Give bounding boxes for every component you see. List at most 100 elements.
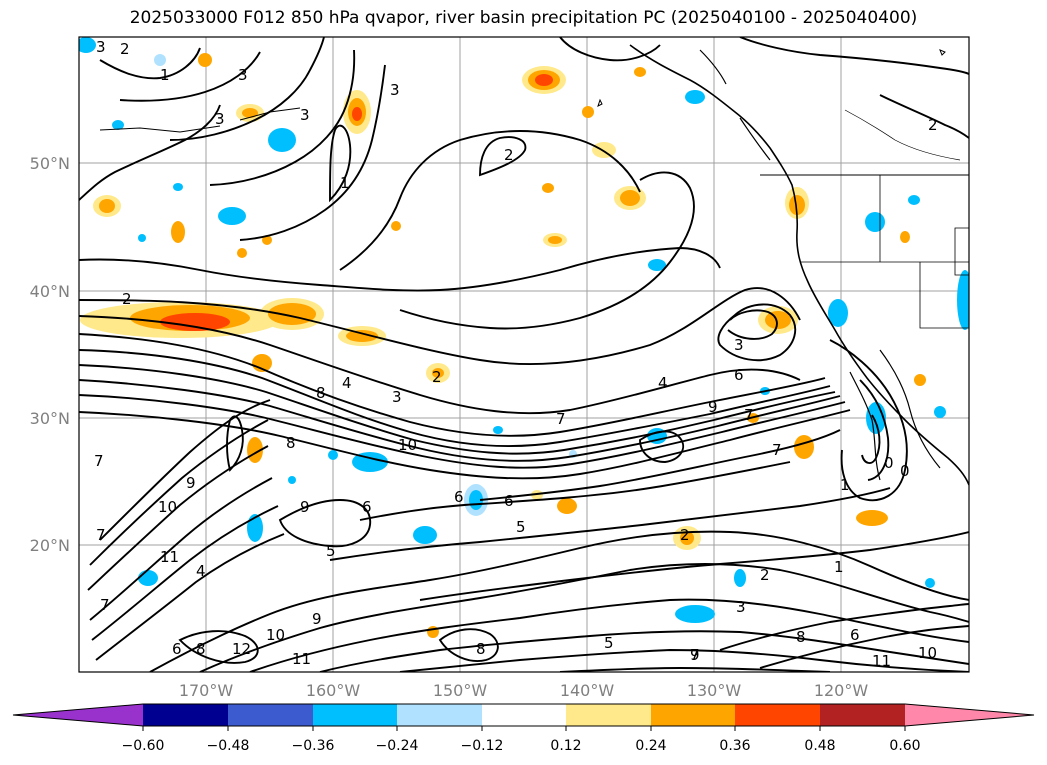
- lon-label: 120°W: [814, 681, 869, 700]
- contour-label: 3: [300, 106, 310, 124]
- colorbar-bin: [735, 704, 820, 726]
- colorbar-bin: [228, 704, 313, 726]
- contour-label: 3: [215, 110, 225, 128]
- colorbar-over-arrow: [905, 704, 1034, 726]
- contour-label: 1: [834, 558, 844, 576]
- contour-label: 5: [516, 518, 526, 536]
- contour-label: 4: [196, 562, 206, 580]
- contour-label: 10: [158, 498, 177, 516]
- contour-label: 7: [744, 406, 754, 424]
- contour-label: 7: [96, 526, 106, 544]
- colorbar-tick-label: 0.36: [719, 738, 750, 754]
- contour-label: 11: [292, 650, 311, 668]
- colorbar-bin: [566, 704, 651, 726]
- contour-label: 1: [840, 476, 850, 494]
- contour-label: 6: [850, 626, 860, 644]
- contour-label: 6: [454, 488, 464, 506]
- contour-label: 11: [160, 548, 179, 566]
- contour-label: 2: [432, 368, 442, 386]
- coastlines: [629, 44, 969, 486]
- lon-label: 170°W: [179, 681, 234, 700]
- contour-label: 10: [266, 626, 285, 644]
- contour-label: 3: [96, 38, 106, 56]
- colorbar-tick-label: −0.48: [207, 738, 250, 754]
- contour-label: 7: [772, 441, 782, 459]
- contour-label: 8: [316, 384, 326, 402]
- contour-label: 2: [122, 290, 132, 308]
- colorbar-bin: [143, 704, 228, 726]
- colorbar-bin: [482, 704, 566, 726]
- colorbar-bin: [820, 704, 905, 726]
- contour-label: 3: [734, 336, 744, 354]
- contour-label: 6: [172, 640, 182, 658]
- contour-label: 0: [884, 454, 894, 472]
- contour-label: 8: [796, 628, 806, 646]
- colorbar-tick-label: −0.12: [461, 738, 504, 754]
- contour-label: 2: [504, 146, 514, 164]
- colorbar-bin: [313, 704, 397, 726]
- colorbar-under-arrow: [13, 704, 143, 726]
- contour-label: 6: [504, 492, 514, 510]
- lat-label: 50°N: [30, 154, 70, 173]
- contour-label: 9: [186, 474, 196, 492]
- contour-label: 3: [392, 388, 402, 406]
- contour-label: 8: [286, 434, 296, 452]
- lat-label: 20°N: [30, 536, 70, 555]
- colorbar-bin: [397, 704, 482, 726]
- contour-label: 3: [390, 81, 400, 99]
- colorbar-tick-label: 0.24: [635, 738, 666, 754]
- contour-label: 5: [326, 542, 336, 560]
- contour-label: 5: [604, 634, 614, 652]
- lon-label: 130°W: [687, 681, 742, 700]
- contour-label: 0: [900, 462, 910, 480]
- contour-label: 6: [362, 498, 372, 516]
- contour-label: 9: [690, 646, 700, 664]
- colorbar-tick-label: 0.60: [889, 738, 920, 754]
- colorbar-tick-label: 0.48: [804, 738, 835, 754]
- contour-label: 10: [918, 644, 937, 662]
- colorbar-tick-label: −0.60: [122, 738, 165, 754]
- plot-frame: [78, 36, 970, 673]
- contour-label: 4: [658, 374, 668, 392]
- contour-label: 3: [736, 598, 746, 616]
- contour-label: 6: [734, 366, 744, 384]
- lon-label: 160°W: [306, 681, 361, 700]
- colorbar-tick-label: −0.24: [376, 738, 419, 754]
- lon-label: 150°W: [433, 681, 488, 700]
- contour-label: 11: [872, 652, 891, 670]
- map-title: 2025033000 F012 850 hPa qvapor, river ba…: [129, 8, 918, 28]
- contour-label: 1: [160, 66, 170, 84]
- contour-label: 9: [300, 498, 310, 516]
- contour-label: 7: [556, 410, 566, 428]
- colorbar-tick-label: −0.36: [292, 738, 335, 754]
- lon-label: 140°W: [560, 681, 615, 700]
- colorbar-bin: [651, 704, 735, 726]
- contour-label: 2: [120, 40, 130, 58]
- contour-label: 2: [928, 116, 938, 134]
- plot-area: [79, 37, 969, 672]
- contour-label: 3: [238, 66, 248, 84]
- contour-label: 8: [476, 640, 486, 658]
- colorbar-tick-label: 0.12: [550, 738, 581, 754]
- contour-label: 8: [196, 640, 206, 658]
- contour-label: 12: [232, 640, 251, 658]
- qvapor-contours: [79, 37, 969, 672]
- contour-label: 9: [708, 398, 718, 416]
- gridlines: [79, 37, 969, 672]
- contour-labels: 3 2 1 3 3 3 2 1 2 2 3 4 3 3 4 6 7 8 9 10…: [94, 38, 938, 670]
- island-outlines: [99, 49, 946, 133]
- lat-label: 30°N: [30, 409, 70, 428]
- colorbar: −0.60 −0.48 −0.36 −0.24 −0.12 0.12 0.24 …: [12, 703, 1035, 754]
- lat-label: 40°N: [30, 282, 70, 301]
- contour-label: 7: [94, 452, 104, 470]
- contour-label: 4: [342, 374, 352, 392]
- contour-label: 10: [398, 436, 417, 454]
- positive-anomaly-patches: [80, 53, 926, 638]
- contour-label: 7: [100, 596, 110, 614]
- contour-label: 1: [340, 174, 350, 192]
- contour-label: 9: [312, 610, 322, 628]
- contour-label: 2: [680, 526, 690, 544]
- contour-label: 2: [760, 566, 770, 584]
- contour-label: 7: [690, 646, 700, 664]
